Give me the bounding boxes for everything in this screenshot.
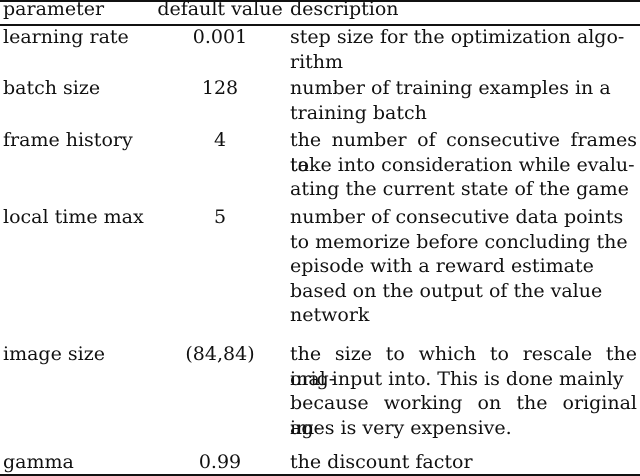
table-bottom-rule: [0, 474, 640, 476]
row-local-time-max-description-line: network: [290, 304, 370, 326]
row-frame-history-description-line: the number of consecutive frames to: [290, 129, 637, 176]
row-frame-history-default: 4: [213, 129, 227, 151]
row-image-size-description-line: the size to which to rescale the orig-: [290, 343, 637, 390]
table-top-rule: [0, 0, 640, 2]
row-image-size-default: (84,84): [185, 343, 255, 365]
row-batch-size-description-line: training batch: [290, 101, 427, 124]
row-local-time-max-parameter: local time max: [3, 206, 144, 228]
row-learning-rate-parameter: learning rate: [3, 26, 129, 48]
row-local-time-max-description-line: episode with a reward estimate: [290, 255, 594, 277]
row-gamma-parameter: gamma: [3, 451, 74, 473]
row-learning-rate-description-line: rithm: [290, 50, 344, 73]
header-rule: [0, 24, 640, 26]
row-frame-history-description-line: take into consideration while evalu-: [290, 153, 635, 176]
row-gamma-default: 0.99: [198, 451, 242, 473]
row-image-size-description-line: ages is very expensive.: [290, 416, 512, 439]
row-local-time-max-default: 5: [213, 206, 227, 228]
row-image-size-description-line: because working on the original im-: [290, 392, 637, 439]
row-learning-rate-description-line: step size for the optimization algo-: [290, 26, 625, 48]
row-frame-history-parameter: frame history: [3, 129, 133, 151]
row-image-size-description-line: inal input into. This is done mainly: [290, 367, 624, 390]
row-learning-rate-default: 0.001: [192, 26, 248, 48]
row-batch-size-default: 128: [201, 77, 239, 99]
row-local-time-max-description-line: based on the output of the value: [290, 279, 603, 302]
row-gamma-description-line: the discount factor: [290, 451, 473, 473]
row-batch-size-parameter: batch size: [3, 77, 101, 99]
header-description: description: [290, 0, 399, 20]
row-frame-history-description-line: ating the current state of the game: [290, 178, 629, 200]
row-image-size-parameter: image size: [3, 343, 105, 365]
header-parameter: parameter: [3, 0, 105, 20]
header-default-value: default value: [157, 0, 283, 20]
row-local-time-max-description-line: to memorize before concluding the: [290, 230, 628, 253]
row-batch-size-description-line: number of training examples in a: [290, 77, 611, 99]
row-local-time-max-description-line: number of consecutive data points: [290, 206, 624, 228]
